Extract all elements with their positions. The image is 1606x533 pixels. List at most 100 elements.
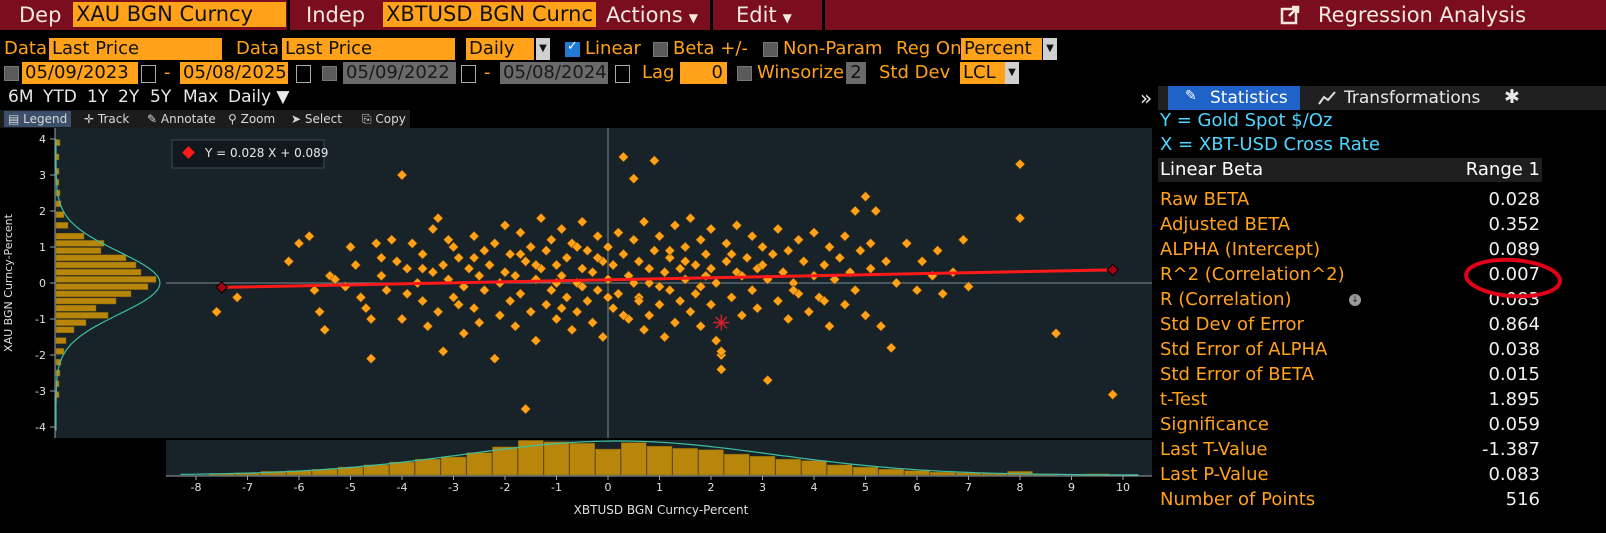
track-button[interactable]: ✛ Track	[84, 111, 129, 127]
data-point	[520, 403, 531, 415]
edit-label: Edit	[736, 3, 777, 27]
data-point	[427, 223, 439, 235]
y-tick-label: 2	[39, 205, 46, 218]
calendar-icon[interactable]	[296, 65, 311, 83]
data-point	[710, 335, 722, 346]
data-point	[355, 292, 367, 303]
stat-label: Number of Points	[1160, 489, 1316, 510]
calendar-icon[interactable]	[461, 65, 476, 83]
data-point	[654, 230, 665, 242]
data-point	[401, 263, 413, 274]
dep-ticker-input[interactable]: XAU BGN Curncy	[73, 2, 286, 27]
y-hist-bar	[55, 240, 105, 247]
annotate-button[interactable]: ✎ Annotate	[147, 111, 216, 127]
data-point	[592, 284, 604, 296]
data-point	[551, 313, 562, 325]
stat-value: 0.352	[1488, 214, 1540, 235]
gear-icon[interactable]: ✱	[1504, 86, 1520, 108]
info-icon[interactable]: ↓	[1349, 294, 1361, 306]
zoom-label: Zoom	[240, 112, 276, 126]
period-2y[interactable]: 2Y	[118, 87, 140, 107]
actions-menu[interactable]: Actions ▼	[606, 3, 698, 30]
data-point	[762, 374, 773, 386]
x-hist-bar	[878, 468, 904, 476]
calendar-icon[interactable]	[141, 65, 156, 83]
y-hist-bar	[55, 232, 85, 240]
y-hist-bar	[55, 337, 67, 344]
data-point	[473, 317, 485, 328]
data-point	[654, 281, 665, 292]
y-histogram	[55, 139, 161, 431]
tab-statistics[interactable]: ✎ Statistics	[1168, 86, 1300, 110]
copy-button[interactable]: ⎘ Copy	[362, 111, 406, 127]
data-point	[479, 284, 490, 296]
period-max[interactable]: Max	[183, 87, 219, 107]
range1-start-date[interactable]: 05/09/2023	[22, 62, 138, 84]
linear-label: Linear	[585, 38, 641, 59]
data-point	[587, 317, 598, 328]
stat-label: R^2 (Correlation^2)	[1160, 264, 1345, 285]
x-hist-bar	[801, 460, 827, 476]
range2-start-date[interactable]: 05/09/2022	[343, 62, 456, 84]
data-point	[963, 281, 974, 292]
data-point	[1014, 212, 1026, 224]
data-point	[381, 284, 392, 296]
winsorize-checkbox[interactable]	[737, 66, 752, 81]
indep-data-field[interactable]: Last Price	[282, 38, 455, 60]
edit-menu[interactable]: Edit ▼	[736, 3, 792, 30]
data-point	[818, 259, 830, 271]
data-point	[499, 220, 511, 231]
period-ytd[interactable]: YTD	[43, 87, 77, 107]
indep-label: Indep	[306, 3, 366, 27]
nonparam-checkbox[interactable]	[763, 42, 778, 57]
chevron-down-icon[interactable]: ▼	[1005, 62, 1019, 84]
period-6m[interactable]: 6M	[8, 87, 34, 107]
range2-end-date[interactable]: 05/08/2024	[500, 62, 608, 84]
data-point	[690, 288, 701, 300]
tab-transformations[interactable]: Transformations	[1308, 86, 1488, 110]
indep-ticker-input[interactable]: XBTUSD BGN Curnc	[383, 2, 596, 27]
data-point	[231, 292, 243, 303]
data-point	[659, 331, 670, 343]
collapse-panel-button[interactable]: »	[1140, 86, 1153, 110]
lag-input[interactable]: 0	[680, 62, 727, 84]
x-tick-label: 0	[605, 481, 612, 494]
legend-box[interactable]	[171, 139, 325, 169]
data-point	[417, 248, 428, 260]
y-hist-bar	[55, 283, 149, 290]
frequency-select[interactable]: Daily	[466, 38, 534, 60]
period-1y[interactable]: 1Y	[87, 87, 109, 107]
x-tick-label: -6	[294, 481, 305, 494]
beta-checkbox[interactable]	[653, 42, 668, 57]
x-normal-curve	[180, 440, 1139, 476]
range2-checkbox[interactable]	[322, 66, 337, 81]
regon-select[interactable]: Percent	[961, 38, 1042, 60]
popout-icon[interactable]	[1280, 5, 1300, 25]
x-hist-bar	[492, 446, 518, 476]
data-point	[782, 313, 794, 325]
winsorize-input[interactable]: 2	[846, 62, 866, 84]
data-point	[752, 302, 763, 314]
x-hist-bar	[724, 453, 750, 476]
data-point	[576, 263, 588, 274]
app-title: Regression Analysis	[1318, 3, 1527, 27]
range1-end-date[interactable]: 05/08/2025	[180, 62, 288, 84]
dep-data-field[interactable]: Last Price	[49, 38, 222, 60]
chevron-down-icon[interactable]: ▼	[1043, 38, 1057, 60]
stddev-select[interactable]: LCL	[960, 62, 1005, 84]
range1-checkbox[interactable]	[4, 66, 19, 81]
select-button[interactable]: ➤ Select	[291, 111, 342, 127]
zoom-button[interactable]: ⚲ Zoom	[228, 111, 275, 127]
data-point	[484, 259, 495, 271]
y-hist-bar	[55, 312, 109, 319]
legend-button[interactable]: ▤ Legend	[4, 111, 72, 127]
period-5y[interactable]: 5Y	[150, 87, 172, 107]
linear-checkbox[interactable]	[565, 39, 580, 57]
period-frequency[interactable]: Daily ▼	[228, 87, 290, 107]
data-point	[592, 252, 604, 264]
data-point	[515, 248, 526, 260]
calendar-icon[interactable]	[615, 65, 630, 83]
chevron-down-icon[interactable]: ▼	[536, 38, 550, 60]
data-point	[824, 241, 835, 253]
